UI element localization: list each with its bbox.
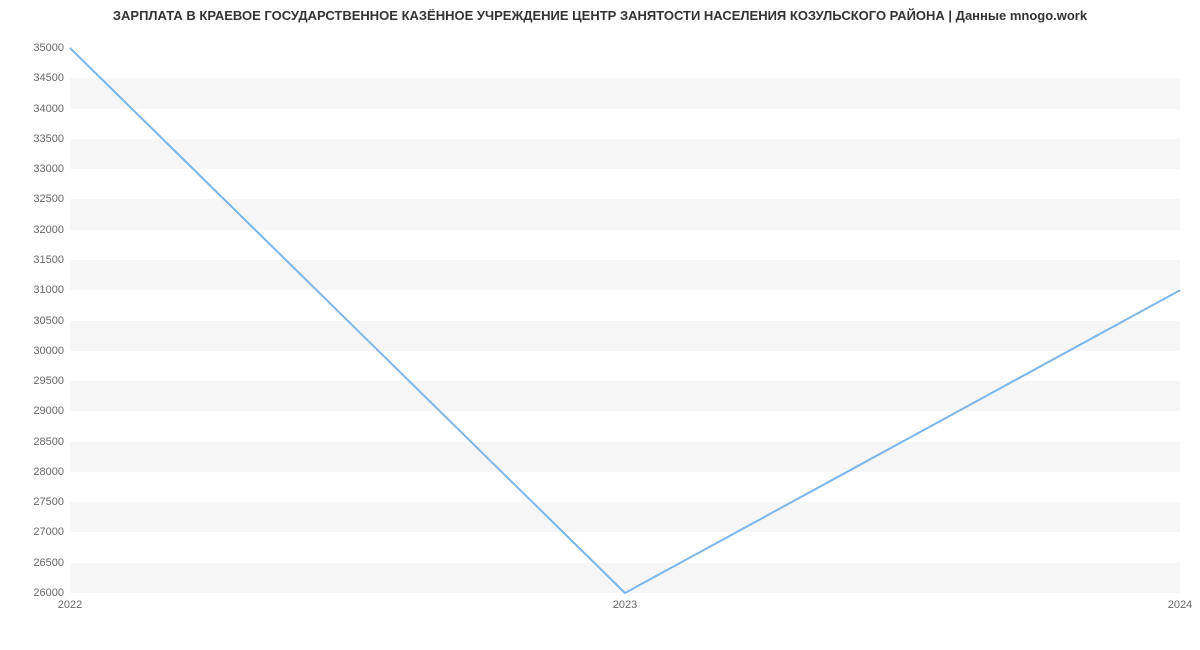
y-tick-label: 32500 [33, 193, 70, 205]
y-tick-label: 33000 [33, 163, 70, 175]
y-tick-label: 34500 [33, 72, 70, 84]
y-tick-label: 27000 [33, 526, 70, 538]
x-tick-label: 2022 [58, 593, 82, 611]
chart-title: ЗАРПЛАТА В КРАЕВОЕ ГОСУДАРСТВЕННОЕ КАЗЁН… [0, 8, 1200, 23]
y-tick-label: 30000 [33, 345, 70, 357]
y-tick-label: 29000 [33, 405, 70, 417]
y-tick-label: 34000 [33, 103, 70, 115]
y-tick-label: 32000 [33, 224, 70, 236]
y-tick-label: 28000 [33, 466, 70, 478]
y-tick-label: 30500 [33, 315, 70, 327]
y-tick-label: 31000 [33, 284, 70, 296]
series-layer [70, 48, 1180, 593]
salary-line-chart: ЗАРПЛАТА В КРАЕВОЕ ГОСУДАРСТВЕННОЕ КАЗЁН… [0, 0, 1200, 650]
x-tick-label: 2023 [613, 593, 637, 611]
x-tick-label: 2024 [1168, 593, 1192, 611]
y-tick-label: 26500 [33, 557, 70, 569]
y-tick-label: 31500 [33, 254, 70, 266]
plot-area: 2600026500270002750028000285002900029500… [70, 48, 1180, 593]
y-tick-label: 33500 [33, 133, 70, 145]
y-tick-label: 29500 [33, 375, 70, 387]
y-tick-label: 27500 [33, 496, 70, 508]
y-tick-label: 35000 [33, 42, 70, 54]
series-line-salary [70, 48, 1180, 593]
y-tick-label: 28500 [33, 436, 70, 448]
